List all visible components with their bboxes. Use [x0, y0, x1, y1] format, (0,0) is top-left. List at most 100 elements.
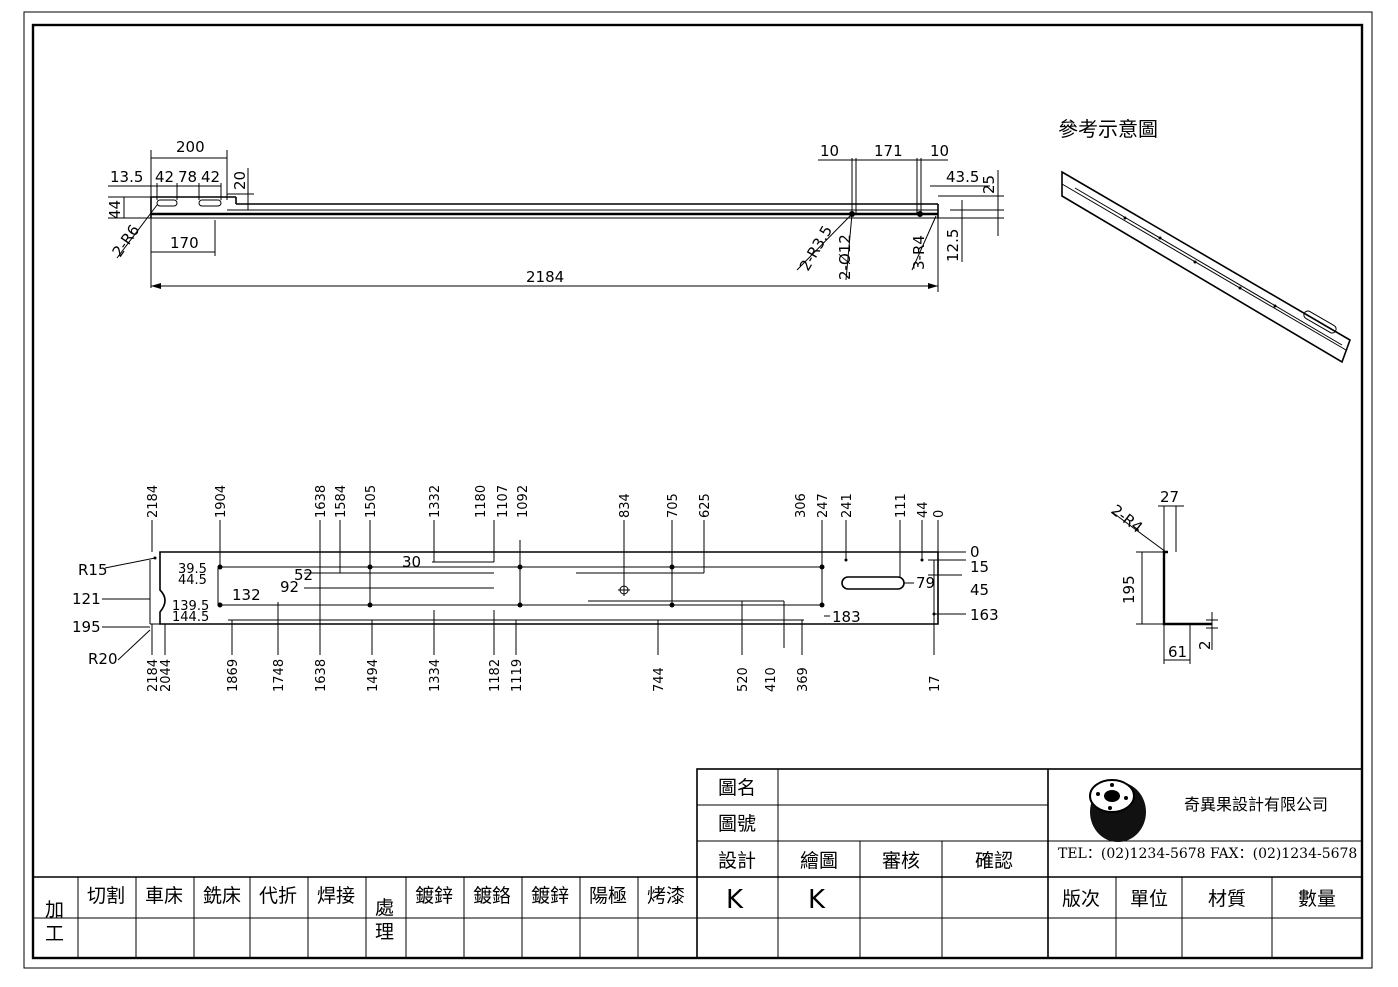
dim-121: 121 [72, 590, 101, 608]
label-process-2: 工 [45, 923, 64, 945]
dim-r-163: 163 [970, 606, 999, 624]
dim-b-1334: 1334 [428, 659, 443, 692]
dim-25: 25 [980, 175, 998, 194]
label-review: 審核 [882, 850, 920, 872]
dim-t-247: 247 [816, 493, 831, 518]
dim-t-625: 625 [698, 493, 713, 518]
value-draft: K [808, 885, 826, 915]
dim-b-369: 369 [796, 667, 811, 692]
dim-92: 92 [280, 578, 299, 596]
dim-2-d12: 2-Ø12 [836, 234, 854, 280]
section-view [1111, 505, 1218, 664]
dim-b-2044: 2044 [159, 659, 174, 692]
dim-20: 20 [231, 171, 249, 190]
dim-t-1904: 1904 [214, 485, 229, 518]
dim-12-5: 12.5 [944, 229, 962, 262]
iso-reference-view [1061, 170, 1351, 364]
dim-2-thk: 2 [1196, 640, 1214, 650]
dim-t-834: 834 [618, 493, 633, 518]
title-block-grid [33, 768, 1363, 959]
proc-lathe: 車床 [145, 885, 183, 907]
reference-title: 參考示意圖 [1058, 117, 1158, 141]
label-quantity: 數量 [1298, 888, 1336, 910]
dim-132: 132 [232, 586, 261, 604]
label-treat-2: 理 [375, 921, 394, 943]
treat-chrome: 鍍鉻 [473, 885, 511, 907]
dim-b-17: 17 [928, 675, 943, 692]
dim-b-1119: 1119 [510, 659, 525, 692]
dim-b-410: 410 [764, 667, 779, 692]
dim-t-1107: 1107 [496, 485, 511, 518]
label-confirm: 確認 [975, 850, 1013, 872]
label-drawing-name: 圖名 [718, 777, 756, 799]
dim-39-5: 39.5 [178, 562, 207, 577]
dim-52: 52 [294, 566, 313, 584]
dim-b-2184: 2184 [146, 659, 161, 692]
dim-44: 44 [106, 200, 124, 219]
flat-top-dims: 2184 1904 1638 1584 1505 1332 1180 1107 … [146, 485, 947, 518]
dim-195-section: 195 [1120, 575, 1138, 604]
treat-zinc-2: 鍍鋅 [531, 885, 569, 907]
dim-42b: 42 [201, 168, 220, 186]
dim-2-r4-section: 2-R4 [1108, 501, 1147, 537]
dim-t-0: 0 [932, 510, 947, 518]
dim-144-5: 144.5 [172, 610, 209, 625]
outer-frame [23, 11, 1373, 969]
dim-183: 183 [832, 608, 861, 626]
dim-2-r6: 2-R6 [109, 221, 144, 260]
label-process-1: 加 [45, 899, 64, 921]
dim-b-1748: 1748 [272, 659, 287, 692]
proc-cut: 切割 [87, 885, 125, 907]
treat-anodize: 陽極 [589, 885, 627, 907]
dim-170: 170 [170, 234, 199, 252]
dim-2184-overall: 2184 [526, 268, 564, 286]
dim-44-5: 44.5 [178, 573, 207, 588]
dim-b-1638: 1638 [314, 659, 329, 692]
dim-78: 78 [178, 168, 197, 186]
dim-10b: 10 [930, 142, 949, 160]
dim-r-15: 15 [970, 558, 989, 576]
dim-t-44: 44 [916, 501, 931, 518]
dim-t-1092: 1092 [516, 485, 531, 518]
proc-weld: 焊接 [317, 885, 355, 907]
dim-61: 61 [1168, 643, 1187, 661]
dim-200: 200 [176, 138, 205, 156]
company-name: 奇異果設計有限公司 [1184, 795, 1328, 814]
treat-paint: 烤漆 [647, 885, 685, 907]
dim-t-241: 241 [840, 493, 855, 518]
dim-13-5: 13.5 [110, 168, 143, 186]
label-draft: 繪圖 [800, 850, 838, 872]
dim-t-2184: 2184 [146, 485, 161, 518]
dim-27: 27 [1160, 488, 1179, 506]
flat-view [102, 520, 966, 661]
dim-79: 79 [916, 574, 935, 592]
label-design: 設計 [718, 850, 756, 872]
dim-30: 30 [402, 553, 421, 571]
top-view [108, 150, 1004, 292]
dim-t-1505: 1505 [364, 485, 379, 518]
company-logo [1089, 779, 1146, 842]
label-treat-1: 處 [375, 897, 394, 919]
dim-r-0: 0 [970, 543, 980, 561]
dim-t-1638: 1638 [314, 485, 329, 518]
dim-10a: 10 [820, 142, 839, 160]
dim-t-306: 306 [794, 493, 809, 518]
dim-r15: R15 [78, 561, 108, 579]
label-material: 材質 [1208, 888, 1246, 910]
dim-139-5: 139.5 [172, 599, 209, 614]
label-unit: 單位 [1130, 888, 1168, 910]
dim-3-r4: 3-R4 [910, 235, 928, 270]
dim-43-5: 43.5 [946, 168, 979, 186]
dim-171: 171 [874, 142, 903, 160]
dim-t-1584: 1584 [334, 485, 349, 518]
dim-b-520: 520 [736, 667, 751, 692]
proc-mill: 銑床 [203, 885, 241, 907]
dim-t-111: 111 [894, 493, 909, 518]
label-version: 版次 [1062, 888, 1100, 910]
proc-bend: 代折 [259, 885, 297, 907]
dim-r-45: 45 [970, 581, 989, 599]
dim-195-left: 195 [72, 618, 101, 636]
dim-t-1180: 1180 [474, 485, 489, 518]
flat-bottom-dims: 2184 2044 1869 1748 1638 1494 1334 1182 … [146, 659, 943, 692]
